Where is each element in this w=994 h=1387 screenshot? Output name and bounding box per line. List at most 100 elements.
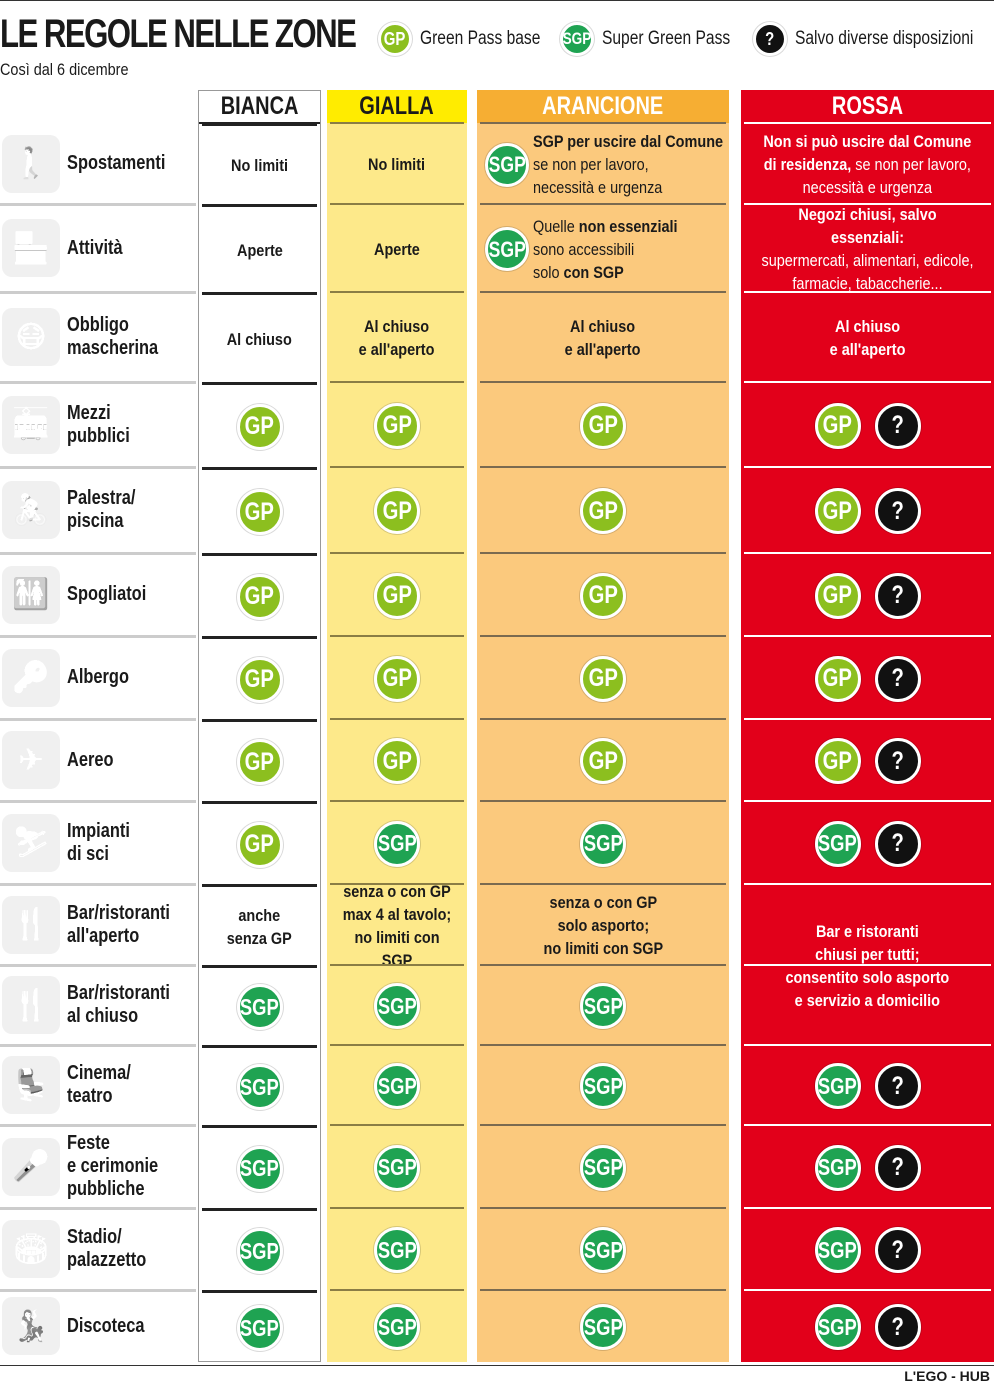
credit: L'EGO - HUB [904, 1368, 990, 1384]
cell-divider [480, 466, 726, 468]
zone-cell: No limiti [327, 126, 467, 203]
cell-text: Aperte [374, 238, 420, 261]
cell-text: Al chiuso e all'aperto [830, 315, 906, 361]
gp-badge-icon: GP [580, 738, 626, 784]
zone-cell: SGP [199, 1049, 320, 1125]
column-header-arancione: ARANCIONE [477, 90, 729, 123]
text-segment: senza o con GP max 4 al tavolo; no limit… [342, 881, 452, 970]
text-segment: Bar e ristoranti chiusi per tutti; conse… [785, 921, 950, 1010]
sgp-badge-text: SGP [240, 993, 279, 1020]
cell-divider [744, 883, 991, 885]
sgp-badge-icon: SGP [236, 984, 283, 1030]
cell-text: No limiti [368, 153, 425, 176]
zone-cell: Bar e ristoranti chiusi per tutti; conse… [741, 887, 994, 1044]
q-badge-text: ? [765, 28, 775, 49]
fork-spoon-icon: 🍴 [2, 895, 60, 954]
top-rule [0, 0, 994, 1]
column-header-bianca: BIANCA [199, 91, 320, 124]
gp-badge-text: GP [822, 496, 853, 525]
column-header-label: ARANCIONE [542, 92, 664, 120]
zone-cell: SGP [327, 804, 467, 883]
cell-divider [330, 466, 464, 468]
hotel-key-icon: 🔑 [2, 648, 60, 707]
gp-badge-icon: GP [814, 655, 861, 702]
row-label-text: Stadio/ palazzetto [67, 1226, 147, 1271]
zone-cell: GP [327, 385, 467, 466]
row-divider [0, 718, 196, 721]
cell-divider [744, 1124, 991, 1126]
zone-cell: GP [327, 639, 467, 718]
zone-cell: SGP Quelle non essenziali sono accessibil… [477, 207, 729, 291]
gp-badge-text: GP [244, 665, 275, 693]
cell-divider [480, 1124, 726, 1126]
column-header-rossa: ROSSA [741, 90, 994, 123]
cell-text: Negozi chiusi, salvo essenziali: superme… [760, 203, 975, 295]
stadium-icon: 🏟 [2, 1220, 60, 1278]
zone-cell: SGP [477, 1048, 729, 1124]
row-label: 🏪 Attività [0, 204, 196, 292]
cell-divider [744, 964, 991, 966]
cell-text: Al chiuso e all'aperto [359, 315, 435, 361]
q-badge-text: ? [891, 581, 904, 609]
gp-badge-text: GP [244, 830, 275, 858]
q-badge-text: ? [891, 1071, 904, 1100]
gp-badge-icon: GP [374, 655, 420, 702]
tram-icon: 🚋 [2, 395, 60, 454]
sgp-badge-text: SGP [240, 1073, 279, 1100]
row-label-text: Bar/ristoranti al chiuso [67, 982, 170, 1027]
q-badge-text: ? [891, 829, 904, 857]
sgp-badge-icon: SGP [580, 1304, 626, 1350]
legend-label: Salvo diverse disposizioni [795, 28, 974, 49]
row-label: 🍴 Bar/ristoranti all'aperto [0, 884, 196, 965]
row-divider [0, 1044, 196, 1047]
zone-cell: SGP [199, 1294, 320, 1362]
sgp-badge-text: SGP [818, 1154, 857, 1180]
row-label-text: Mezzi pubblici [67, 401, 130, 447]
sgp-badge-text: SGP [818, 1236, 857, 1263]
zone-cell: SGP [199, 969, 320, 1045]
zone-cell: SGP [477, 1293, 729, 1361]
page-title: LE REGOLE NELLE ZONE [0, 12, 357, 56]
zone-cell: SGP [327, 1293, 467, 1361]
text-segment: senza o con GP solo asporto; no limiti c… [543, 893, 663, 958]
sgp-badge-icon: SGP [374, 1304, 420, 1350]
row-label-text: Spostamenti [67, 152, 166, 174]
cell-divider [330, 291, 464, 293]
text-segment: Aperte [374, 239, 420, 259]
legend-item: SGP Super Green Pass [560, 22, 758, 56]
legend-label: Green Pass base [420, 28, 541, 49]
row-divider [0, 552, 196, 555]
question-badge-icon: ? [874, 1063, 921, 1109]
text-segment: con SGP [563, 262, 624, 282]
zone-cell: SGP? [741, 804, 994, 883]
cell-divider [202, 292, 317, 295]
text-segment: Aperte [236, 240, 283, 260]
gp-badge-text: GP [244, 747, 275, 776]
question-badge-icon: ? [874, 820, 921, 867]
row-label: 😷 Obbligo mascherina [0, 292, 196, 382]
cell-text: No limiti [231, 154, 288, 177]
page-subtitle: Così dal 6 dicembre [0, 60, 129, 79]
gp-badge-text: GP [382, 581, 412, 609]
gp-badge-icon: GP [236, 821, 283, 868]
row-divider [0, 964, 196, 967]
gp-badge-text: GP [244, 497, 275, 526]
row-label: 🎤 Feste e cerimonie pubbliche [0, 1125, 196, 1208]
row-divider [0, 1124, 196, 1127]
sgp-badge-icon: SGP [560, 22, 594, 56]
gp-badge-text: GP [382, 664, 412, 692]
zone-cell: GP [327, 556, 467, 635]
cell-divider [330, 635, 464, 637]
sgp-badge-icon: SGP [814, 1304, 861, 1350]
cell-divider [330, 964, 464, 966]
text-segment: se non per lavoro, necessità e urgenza [533, 155, 663, 197]
sgp-badge-text: SGP [818, 1072, 857, 1099]
zone-cell: Aperte [199, 208, 320, 292]
cell-divider [202, 719, 317, 722]
row-divider [0, 291, 196, 294]
gp-badge-text: GP [588, 581, 618, 609]
zone-cell: SGP? [741, 1128, 994, 1207]
column-arancione: ARANCIONE SGP SGP per uscire dal Comune se… [477, 90, 729, 1362]
row-divider [0, 1289, 196, 1292]
row-label: 💃 Discoteca [0, 1290, 196, 1362]
